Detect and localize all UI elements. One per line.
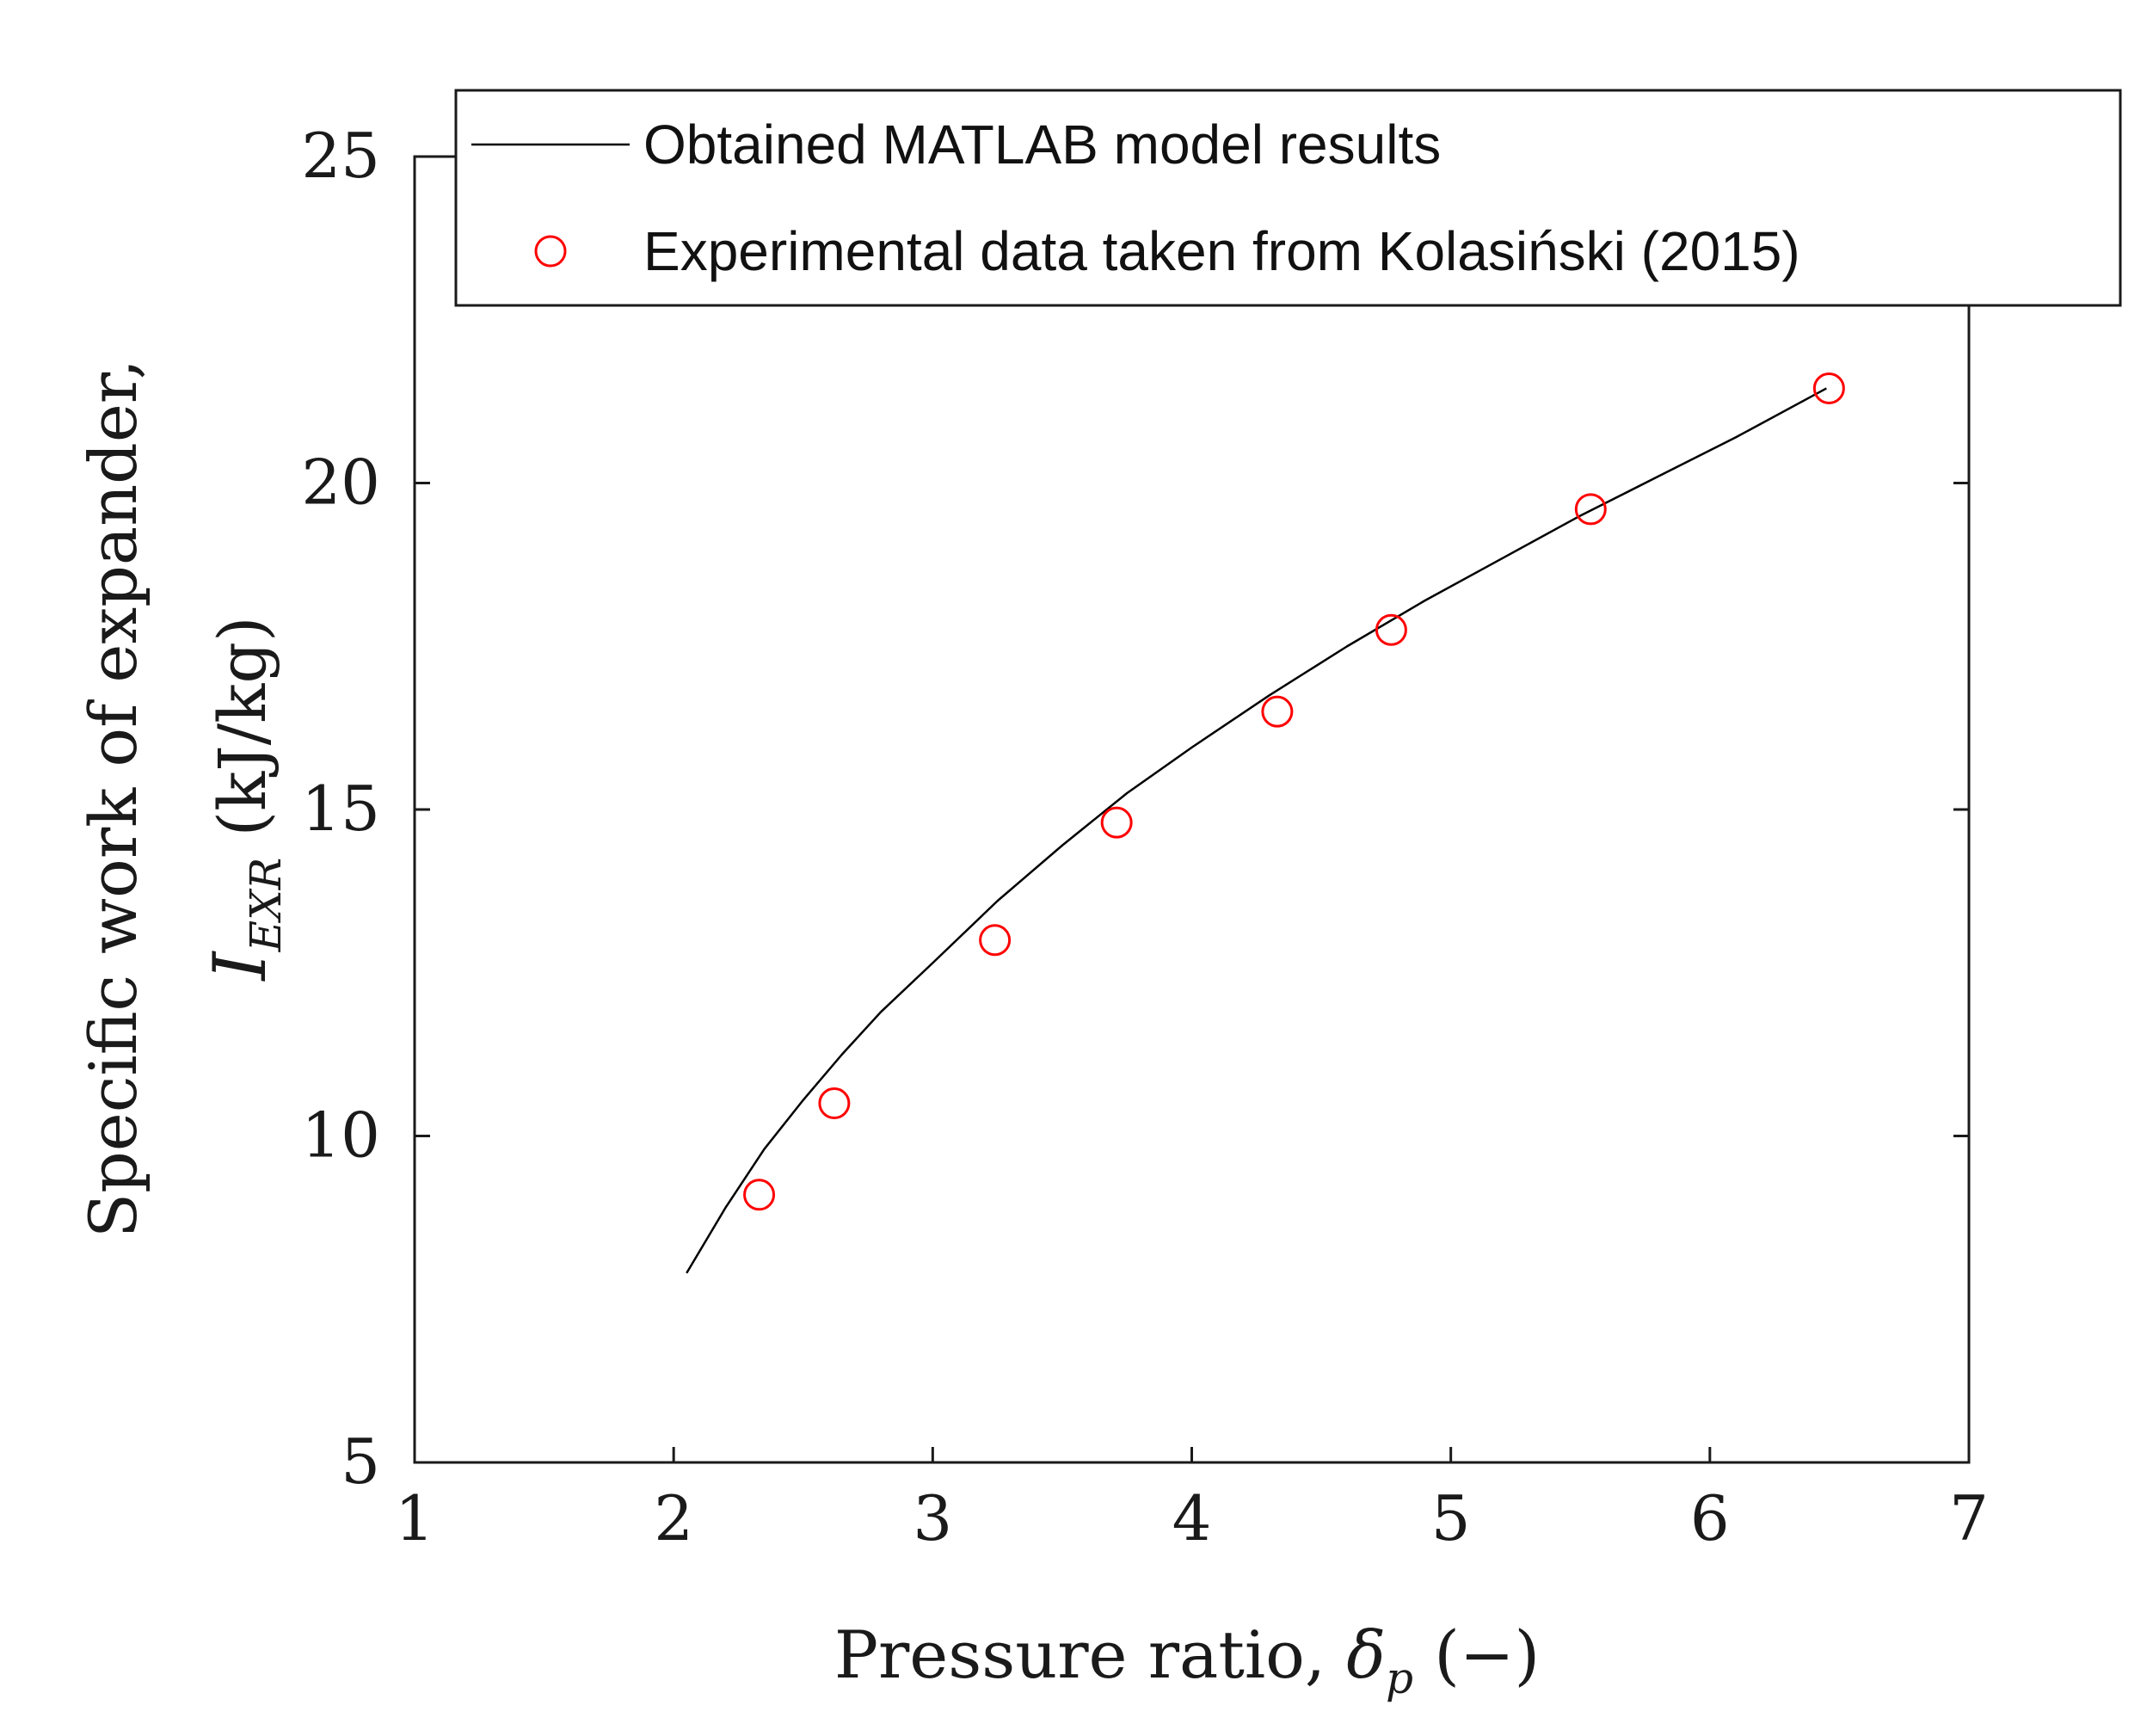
x-axis-title: Pressure ratio, δp (−) xyxy=(834,1616,1540,1703)
y-tick-label: 15 xyxy=(301,773,380,845)
data-point-experimental xyxy=(1812,372,1845,404)
plot-area xyxy=(413,155,1971,1464)
y-tick-label: 10 xyxy=(301,1099,380,1172)
y-axis-title: Specific work of expander, IEXR (kJ/kg) xyxy=(75,359,291,1238)
y-axis-title-line2: IEXR (kJ/kg) xyxy=(198,616,291,982)
y-axis-symbol: I xyxy=(198,951,282,982)
x-axis-symbol: δ xyxy=(1346,1616,1386,1693)
data-point-experimental xyxy=(1261,695,1294,728)
data-point-experimental xyxy=(1100,806,1133,839)
series-layer xyxy=(686,372,1845,1274)
y-axis-title-suffix: (kJ/kg) xyxy=(204,616,280,857)
x-tick-label: 1 xyxy=(395,1482,434,1554)
x-tick-label: 7 xyxy=(1949,1482,1989,1554)
x-axis-subscript: p xyxy=(1386,1653,1413,1703)
legend-marker-experimental xyxy=(534,235,567,268)
legend: Obtained MATLAB model results Experiment… xyxy=(454,89,2122,307)
data-point-experimental xyxy=(1574,493,1607,526)
x-axis-title-suffix: (−) xyxy=(1413,1616,1540,1693)
data-point-experimental xyxy=(1375,613,1407,646)
y-tick-label: 20 xyxy=(301,446,380,519)
y-axis-title-line1: Specific work of expander, xyxy=(75,359,151,1238)
y-axis-subscript: EXR xyxy=(241,858,291,953)
legend-label-model: Obtained MATLAB model results xyxy=(643,114,1441,175)
x-axis-title-prefix: Pressure ratio, xyxy=(834,1616,1346,1693)
x-tick-label: 6 xyxy=(1690,1482,1730,1554)
y-tick-label: 5 xyxy=(341,1425,380,1498)
x-tick-label: 2 xyxy=(654,1482,693,1554)
data-point-experimental xyxy=(979,924,1012,957)
legend-label-experimental: Experimental data taken from Kolasiński … xyxy=(643,220,1800,282)
x-tick-label: 5 xyxy=(1431,1482,1471,1554)
y-tick-label: 25 xyxy=(301,120,380,192)
legend-box xyxy=(454,89,2122,307)
data-point-experimental xyxy=(818,1087,851,1120)
x-tick-label: 3 xyxy=(913,1482,952,1554)
series-line-model xyxy=(686,387,1827,1274)
x-tick-label: 4 xyxy=(1172,1482,1212,1554)
data-point-experimental xyxy=(743,1179,776,1211)
tick-labels: 1 2 3 4 5 6 7 5 10 15 20 25 xyxy=(301,120,1989,1554)
